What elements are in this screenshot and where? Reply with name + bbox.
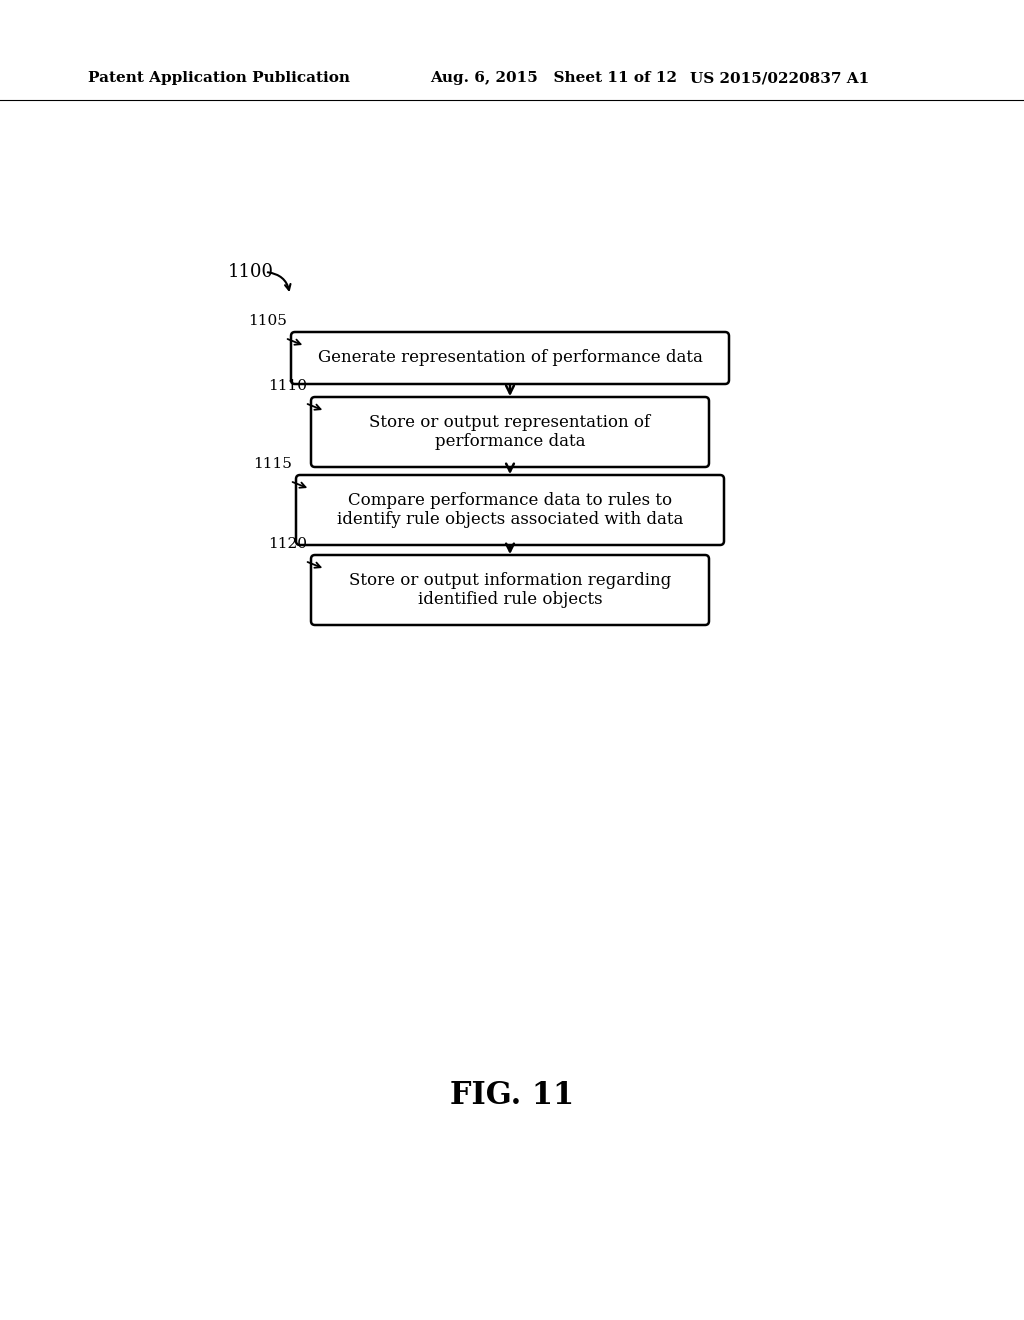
Text: Store or output representation of
performance data: Store or output representation of perfor…: [370, 413, 650, 450]
FancyBboxPatch shape: [311, 397, 709, 467]
Text: US 2015/0220837 A1: US 2015/0220837 A1: [690, 71, 869, 84]
Text: 1115: 1115: [253, 457, 292, 471]
Text: Patent Application Publication: Patent Application Publication: [88, 71, 350, 84]
FancyBboxPatch shape: [291, 333, 729, 384]
FancyBboxPatch shape: [311, 554, 709, 624]
Text: 1110: 1110: [268, 379, 307, 393]
Text: 1105: 1105: [248, 314, 287, 327]
Text: 1120: 1120: [268, 537, 307, 550]
Text: Store or output information regarding
identified rule objects: Store or output information regarding id…: [349, 572, 671, 609]
FancyBboxPatch shape: [296, 475, 724, 545]
Text: Aug. 6, 2015   Sheet 11 of 12: Aug. 6, 2015 Sheet 11 of 12: [430, 71, 677, 84]
Text: 1100: 1100: [228, 263, 274, 281]
Text: Compare performance data to rules to
identify rule objects associated with data: Compare performance data to rules to ide…: [337, 492, 683, 528]
Text: FIG. 11: FIG. 11: [450, 1080, 574, 1110]
Text: Generate representation of performance data: Generate representation of performance d…: [317, 350, 702, 367]
